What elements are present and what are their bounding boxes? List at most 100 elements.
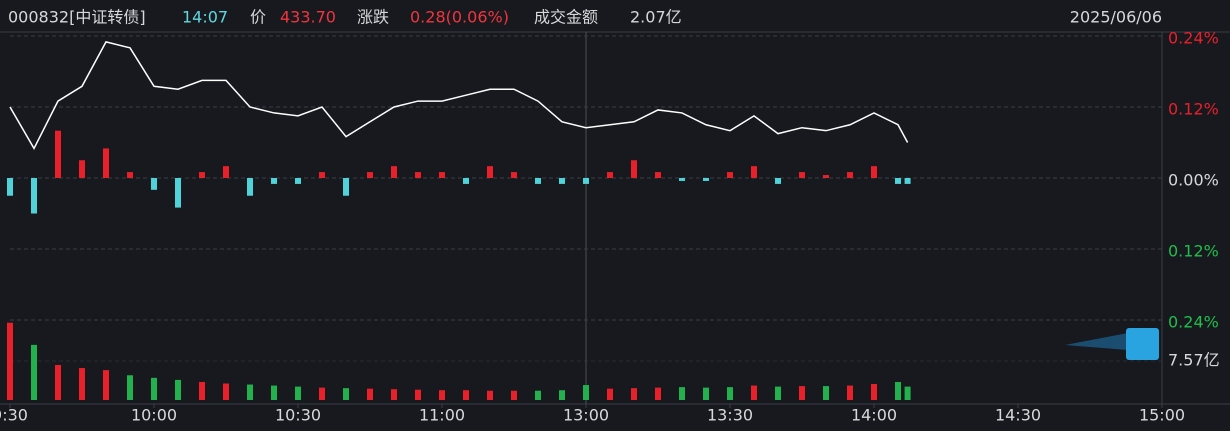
volume-bar: [151, 377, 157, 400]
x-tick-label: 14:00: [851, 406, 897, 425]
change-bar: [103, 148, 109, 178]
volume-bar: [223, 383, 229, 400]
change-bar: [151, 178, 157, 190]
change-bar: [295, 178, 301, 184]
price: 433.70: [280, 8, 336, 27]
header: 000832[中证转债] 14:07 价 433.70 涨跌 0.28(0.06…: [8, 8, 1162, 27]
volume-bar: [463, 390, 469, 400]
volume-bar: [487, 390, 493, 400]
change-bar: [175, 178, 181, 208]
amount: 2.07亿: [630, 8, 682, 27]
x-tick-label: 10:30: [275, 406, 321, 425]
change-bar: [559, 178, 565, 184]
change-bar: [319, 172, 325, 178]
change-bar: [823, 175, 829, 178]
change-bar: [415, 172, 421, 178]
change-bar: [631, 160, 637, 178]
volume-bar: [127, 375, 133, 400]
volume-bar: [415, 389, 421, 400]
time: 14:07: [182, 8, 228, 27]
y-tick-label: 0.00%: [1168, 171, 1219, 190]
change-bar: [31, 178, 37, 214]
x-tick-label: 13:30: [707, 406, 753, 425]
change-bar: [871, 166, 877, 178]
x-tick-label: 10:00: [131, 406, 177, 425]
volume-bar: [775, 386, 781, 400]
volume-bar: [271, 385, 277, 400]
volume-bar: [799, 386, 805, 400]
change-label: 涨跌: [357, 8, 389, 27]
change-bar: [487, 166, 493, 178]
change-bar: [607, 172, 613, 178]
volume-bar: [631, 388, 637, 400]
date: 2025/06/06: [1070, 8, 1162, 27]
change-bar: [679, 178, 685, 181]
change-bar: [655, 172, 661, 178]
change-bar: [535, 178, 541, 184]
x-tick-label: 14:30: [995, 406, 1041, 425]
change-bar: [751, 166, 757, 178]
x-tick-label: 13:00: [563, 406, 609, 425]
change-bar: [583, 178, 589, 184]
volume-bar: [175, 379, 181, 400]
volume-bar: [319, 387, 325, 400]
change-bar: [79, 160, 85, 178]
change: 0.28(0.06%): [410, 8, 509, 27]
volume-bar: [583, 385, 589, 400]
change-bar: [367, 172, 373, 178]
change-bar: [799, 172, 805, 178]
volume-bar: [7, 322, 13, 400]
change-bar: [727, 172, 733, 178]
change-bar: [7, 178, 13, 196]
change-bar: [223, 166, 229, 178]
y2-tick-label: 7.57亿: [1168, 351, 1220, 370]
change-bar: [343, 178, 349, 196]
volume-bar: [679, 387, 685, 400]
volume-bar: [367, 388, 373, 400]
corner-button[interactable]: [1065, 328, 1159, 360]
change-bar: [703, 178, 709, 181]
x-tick-label: 11:00: [419, 406, 465, 425]
change-bar: [895, 178, 901, 184]
change-bar: [511, 172, 517, 178]
y-tick-label: 0.24%: [1168, 313, 1219, 332]
volume-bar: [343, 388, 349, 400]
change-bar: [847, 172, 853, 178]
volume-bar: [607, 388, 613, 400]
volume-bar: [391, 389, 397, 400]
y-tick-label: 0.12%: [1168, 242, 1219, 261]
volume-bar: [727, 387, 733, 400]
change-bar: [904, 178, 911, 184]
volume-bar: [895, 381, 901, 400]
x-tick-label: 15:00: [1139, 406, 1185, 425]
volume-bar: [247, 384, 253, 400]
volume-bar: [103, 370, 109, 400]
change-bar: [391, 166, 397, 178]
x-tick-label: 9:30: [0, 406, 28, 425]
volume-bar: [535, 390, 541, 400]
change-bar: [439, 172, 445, 178]
volume-bar: [703, 387, 709, 400]
change-bar: [247, 178, 253, 196]
change-bar: [55, 130, 61, 178]
volume-bar: [871, 384, 877, 400]
volume-bar: [439, 390, 445, 400]
volume-bar: [904, 386, 911, 400]
y-tick-label: 0.24%: [1168, 29, 1219, 48]
volume-bar: [295, 386, 301, 400]
change-bar: [271, 178, 277, 184]
volume-bar: [199, 381, 205, 400]
change-bar: [199, 172, 205, 178]
change-bar: [463, 178, 469, 184]
y-tick-label: 0.12%: [1168, 100, 1219, 119]
volume-bar: [55, 364, 61, 400]
price-label: 价: [250, 8, 266, 27]
volume-bar: [559, 390, 565, 400]
volume-bar: [847, 385, 853, 400]
amount-label: 成交金额: [534, 8, 598, 27]
change-bar: [775, 178, 781, 184]
volume-bar: [31, 344, 37, 400]
volume-bar: [655, 387, 661, 400]
